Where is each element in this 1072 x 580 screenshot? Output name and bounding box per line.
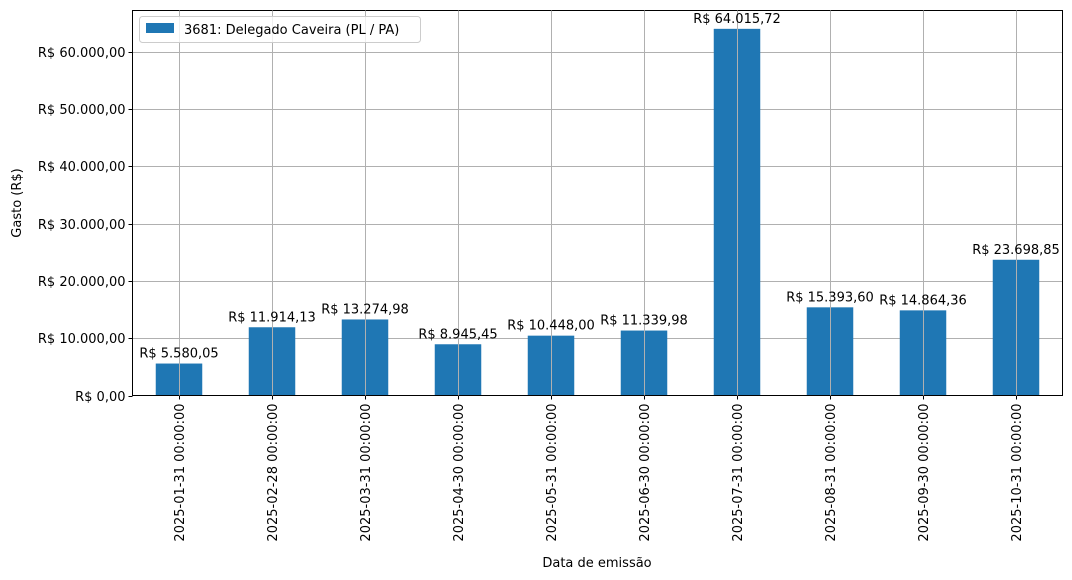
- x-tick-label: 2025-10-31 00:00:00: [1010, 404, 1025, 542]
- y-tick-label: R$ 0,00: [75, 390, 125, 405]
- y-axis: R$ 0,00 R$ 10.000,00 R$ 20.000,00 R$ 30.000…: [38, 46, 133, 405]
- bar-value-label: R$ 23.698,85: [972, 243, 1060, 258]
- bar-value-label: R$ 64.015,72: [693, 12, 781, 27]
- x-tick-label: 2025-04-30 00:00:00: [452, 404, 467, 542]
- y-tick-label: R$ 40.000,00: [38, 160, 126, 175]
- x-tick-label: 2025-01-31 00:00:00: [173, 404, 188, 542]
- bar-value-label: R$ 11.914,13: [228, 310, 316, 325]
- y-tick-label: R$ 20.000,00: [38, 275, 126, 290]
- legend-swatch: [146, 23, 174, 33]
- x-tick-label: 2025-06-30 00:00:00: [638, 404, 653, 542]
- bar-value-label: R$ 8.945,45: [418, 327, 497, 342]
- y-tick-label: R$ 10.000,00: [38, 332, 126, 347]
- plot-frame: [132, 10, 1063, 396]
- y-tick-label: R$ 60.000,00: [38, 46, 126, 61]
- bar-value-labels: R$ 5.580,05 R$ 11.914,13 R$ 13.274,98 R$ 8.…: [139, 10, 1060, 396]
- legend: 3681: Delegado Caveira (PL / PA): [139, 16, 421, 43]
- y-axis-label: Gasto (R$): [10, 168, 25, 237]
- legend-frame: [139, 16, 421, 43]
- x-tick-label: 2025-09-30 00:00:00: [917, 404, 932, 542]
- x-tick-label: 2025-05-31 00:00:00: [545, 404, 560, 542]
- x-tick-label: 2025-07-31 00:00:00: [731, 404, 746, 542]
- bar-value-label: R$ 13.274,98: [321, 302, 409, 317]
- x-tick-label: 2025-08-31 00:00:00: [824, 404, 839, 542]
- x-tick-label: 2025-03-31 00:00:00: [359, 404, 374, 542]
- bars: [155, 28, 1040, 396]
- x-axis: 2025-01-31 00:00:00 2025-02-28 00:00:00 20…: [173, 395, 1025, 542]
- x-tick-label: 2025-02-28 00:00:00: [266, 404, 281, 542]
- y-tick-label: R$ 50.000,00: [38, 103, 126, 118]
- y-tick-label: R$ 30.000,00: [38, 218, 126, 233]
- bar-value-label: R$ 14.864,36: [879, 293, 967, 308]
- bar-value-label: R$ 15.393,60: [786, 290, 874, 305]
- bar-value-label: R$ 11.339,98: [600, 314, 688, 329]
- bar-value-label: R$ 10.448,00: [507, 319, 595, 334]
- x-axis-label: Data de emissão: [542, 556, 651, 571]
- legend-label: 3681: Delegado Caveira (PL / PA): [184, 23, 399, 38]
- bar-value-label: R$ 5.580,05: [139, 347, 218, 362]
